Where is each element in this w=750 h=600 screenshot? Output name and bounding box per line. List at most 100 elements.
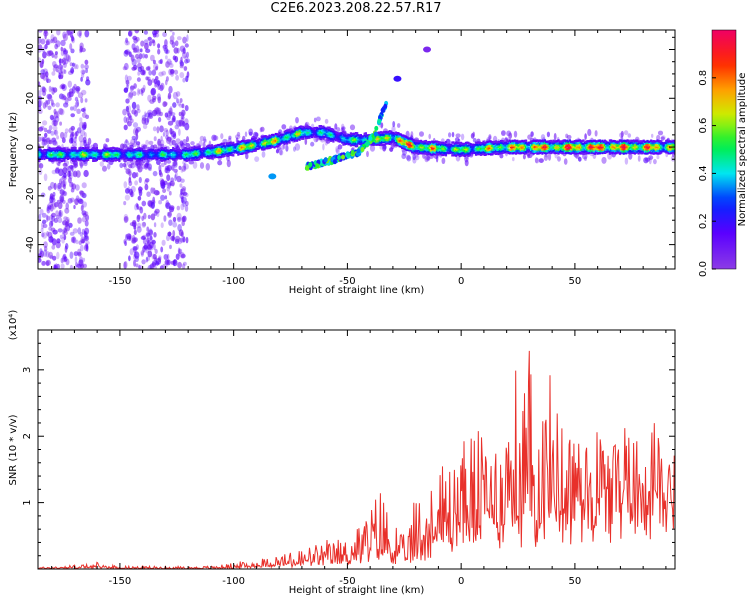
- noise-cell: [651, 133, 654, 138]
- noise-cell: [69, 264, 73, 269]
- band-cell: [328, 129, 331, 132]
- band-cell: [359, 140, 362, 144]
- band-cell: [422, 148, 425, 151]
- band-cell: [477, 151, 480, 154]
- band-cell: [590, 141, 593, 144]
- band-cell: [661, 143, 664, 146]
- band-cell: [404, 142, 408, 146]
- noise-cell: [56, 30, 61, 36]
- band-cell: [500, 143, 503, 147]
- band-cell: [327, 129, 330, 132]
- band-cell: [577, 142, 580, 145]
- band-cell: [498, 147, 501, 151]
- band-cell: [596, 141, 599, 145]
- band-cell: [283, 138, 286, 142]
- noise-cell: [146, 191, 151, 197]
- band-cell: [611, 143, 614, 146]
- band-cell: [516, 151, 519, 154]
- noise-cell: [48, 251, 53, 259]
- band-cell: [207, 146, 210, 149]
- band-cell: [392, 136, 395, 139]
- band-cell: [261, 140, 264, 144]
- band-cell: [587, 149, 590, 153]
- band-cell: [573, 144, 576, 147]
- band-cell: [326, 131, 329, 135]
- band-cell: [354, 138, 357, 141]
- band-cell: [661, 142, 664, 145]
- band-cell: [441, 147, 444, 150]
- band-cell: [296, 137, 299, 140]
- band-cell: [232, 141, 235, 145]
- noise-cell: [324, 139, 329, 146]
- band-cell: [354, 144, 357, 148]
- band-cell: [615, 143, 618, 146]
- band-cell: [575, 146, 578, 149]
- band-cell: [526, 149, 529, 152]
- band-cell: [402, 145, 405, 148]
- noise-cell: [77, 217, 82, 224]
- band-cell: [63, 149, 66, 152]
- band-cell: [97, 150, 100, 153]
- band-cell: [551, 143, 554, 146]
- band-cell: [454, 145, 458, 148]
- band-cell: [582, 150, 585, 153]
- band-cell: [259, 139, 262, 142]
- noise-cell: [84, 213, 89, 221]
- band-cell: [139, 159, 142, 162]
- band-cell: [323, 126, 326, 130]
- band-cell: [266, 137, 269, 141]
- band-cell: [646, 146, 649, 149]
- band-cell: [540, 139, 543, 143]
- band-cell: [237, 142, 240, 146]
- band-cell: [267, 135, 270, 138]
- noise-cell: [46, 206, 51, 214]
- band-cell: [145, 152, 149, 156]
- band-cell: [541, 152, 544, 155]
- band-cell: [193, 158, 196, 161]
- noise-cell: [175, 253, 180, 260]
- noise-cell: [143, 30, 148, 35]
- band-cell: [520, 144, 523, 147]
- band-cell: [423, 146, 426, 149]
- band-cell: [189, 149, 192, 152]
- band-cell: [160, 147, 164, 150]
- band-cell: [567, 140, 570, 144]
- noise-cell: [63, 216, 68, 221]
- band-cell: [550, 146, 553, 149]
- band-cell: [160, 153, 164, 156]
- noise-cell: [148, 70, 153, 76]
- noise-cell: [81, 122, 87, 129]
- band-cell: [242, 152, 245, 155]
- noise-cell: [63, 234, 67, 241]
- band-cell: [351, 134, 354, 137]
- band-cell: [631, 148, 634, 151]
- band-cell: [652, 142, 655, 145]
- band-cell: [452, 144, 455, 148]
- band-cell: [558, 142, 561, 145]
- band-cell: [182, 150, 185, 153]
- band-cell: [393, 137, 396, 140]
- band-cell: [264, 138, 267, 142]
- noise-cell: [144, 42, 149, 50]
- band-cell: [621, 150, 624, 153]
- noise-cell: [166, 159, 172, 164]
- band-cell: [230, 153, 234, 157]
- band-cell: [610, 139, 613, 142]
- band-cell: [190, 146, 194, 149]
- band-cell: [253, 138, 256, 141]
- noise-cell: [61, 68, 66, 74]
- noise-cell: [275, 149, 280, 154]
- band-cell: [516, 141, 519, 145]
- band-cell: [531, 142, 534, 145]
- noise-cell: [530, 131, 534, 137]
- band-cell: [645, 147, 648, 150]
- band-cell: [412, 151, 415, 154]
- band-cell: [575, 139, 578, 142]
- band-cell: [261, 148, 264, 151]
- band-cell: [103, 151, 106, 154]
- band-cell: [119, 152, 122, 155]
- band-cell: [229, 141, 232, 144]
- noise-cell: [38, 108, 43, 115]
- noise-cell: [155, 76, 159, 81]
- noise-cell: [51, 102, 56, 108]
